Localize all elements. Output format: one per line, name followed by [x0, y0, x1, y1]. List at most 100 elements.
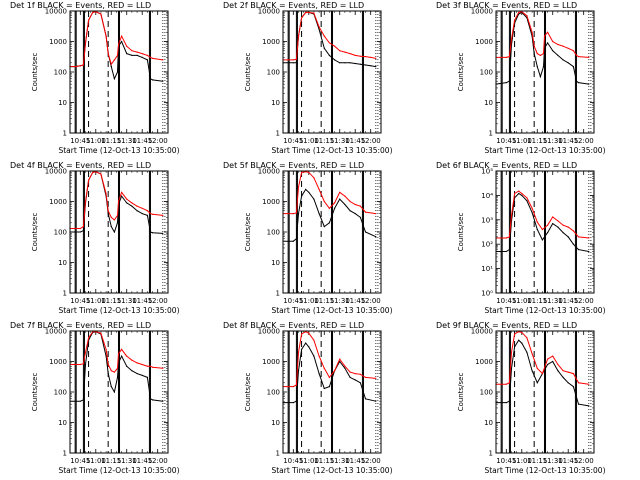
lld-data-point — [510, 214, 513, 217]
events-data-point — [308, 346, 310, 348]
lld-data-point — [328, 376, 330, 378]
lld-data-point — [151, 57, 154, 60]
x-tick-label: 11:15 — [314, 137, 334, 145]
lld-data-point — [536, 53, 538, 55]
lld-series-line — [496, 11, 589, 58]
plot-frame — [495, 10, 595, 134]
events-data-point — [552, 223, 554, 225]
events-data-point — [126, 53, 128, 55]
lld-data-point — [577, 382, 580, 384]
events-data-point — [162, 80, 164, 82]
plot-frame — [69, 170, 169, 294]
y-tick-label: 1000 — [475, 38, 493, 46]
events-data-point — [567, 62, 569, 64]
lld-data-point — [354, 54, 356, 57]
events-data-point — [305, 188, 307, 190]
y-tick-label: 100 — [54, 229, 67, 237]
events-data-point — [146, 214, 148, 216]
x-axis-label: Start Time (12-Oct-13 10:35:00) — [58, 466, 179, 475]
events-data-point — [557, 226, 559, 228]
lld-data-point — [547, 224, 549, 226]
lld-data-point — [552, 216, 554, 218]
lld-data-point — [533, 45, 535, 47]
lld-data-point — [562, 370, 564, 372]
y-axis-label: Counts/sec — [244, 213, 252, 252]
lld-data-point — [308, 171, 310, 173]
events-data-point — [305, 342, 307, 344]
lld-data-point — [149, 213, 152, 215]
lld-data-point — [526, 15, 528, 17]
events-data-point — [113, 231, 115, 233]
x-tick-label: 12:00 — [574, 137, 594, 145]
x-tick-label: 11:45 — [132, 457, 152, 465]
events-data-point — [79, 231, 81, 233]
events-data-point — [572, 66, 575, 68]
plot-frame — [282, 170, 382, 294]
x-tick-label: 11:00 — [86, 457, 106, 465]
lld-data-point — [349, 53, 351, 55]
detector-panel-7: Det 7f BLACK = Events, RED = LLD Counts/s… — [10, 321, 180, 475]
lld-data-point — [79, 363, 81, 366]
events-data-point — [151, 79, 154, 81]
x-tick-label: 10:45 — [283, 457, 303, 465]
lld-data-point — [131, 359, 133, 361]
lld-data-point — [110, 216, 112, 218]
lld-data-point — [521, 192, 523, 195]
detector-panel-8: Det 8f BLACK = Events, RED = LLD Counts/s… — [223, 321, 393, 475]
events-data-point — [113, 78, 115, 80]
x-tick-label: 11:30 — [117, 457, 137, 465]
events-data-point — [536, 228, 538, 231]
y-tick-label: 10 — [58, 419, 67, 427]
lld-data-point — [88, 19, 90, 21]
panel-title: Det 2f BLACK = Events, RED = LLD — [223, 1, 364, 10]
events-data-point — [536, 382, 538, 384]
events-data-point — [82, 230, 84, 232]
lld-data-point — [79, 227, 81, 230]
lld-data-point — [292, 386, 294, 388]
lld-data-point — [113, 59, 115, 61]
events-data-point — [146, 376, 148, 378]
y-tick-label: 10 — [58, 99, 67, 107]
events-data-point — [295, 400, 297, 402]
events-data-point — [339, 62, 341, 64]
lld-data-point — [328, 42, 330, 44]
y-tick-label: 1 — [276, 450, 280, 458]
events-data-point — [297, 213, 300, 215]
lld-data-point — [531, 353, 533, 355]
events-data-point — [359, 382, 361, 384]
events-data-point — [107, 373, 109, 375]
x-tick-label: 11:15 — [527, 137, 547, 145]
events-data-point — [354, 213, 356, 215]
lld-data-point — [557, 363, 559, 366]
events-data-point — [105, 355, 107, 357]
lld-data-point — [557, 43, 559, 46]
x-tick-label: 10:45 — [283, 297, 303, 305]
lld-data-point — [141, 207, 143, 209]
lld-data-point — [295, 58, 297, 60]
events-data-point — [547, 232, 549, 234]
lld-data-point — [514, 333, 516, 335]
events-data-point — [126, 365, 128, 367]
lld-data-point — [92, 11, 94, 13]
lld-data-point — [318, 26, 320, 28]
events-data-point — [521, 194, 523, 196]
lld-data-point — [318, 188, 320, 190]
events-data-point — [359, 63, 361, 65]
lld-data-point — [562, 224, 564, 226]
events-series-line — [70, 11, 163, 82]
events-data-point — [577, 82, 580, 84]
y-axis-label: Counts/sec — [31, 213, 39, 252]
events-data-point — [107, 213, 109, 215]
lld-data-point — [349, 371, 351, 373]
y-tick-label: 10 — [58, 259, 67, 267]
x-tick-label: 11:15 — [101, 137, 121, 145]
events-data-point — [575, 80, 578, 82]
x-tick-label: 11:15 — [101, 297, 121, 305]
detector-panel-3: Det 3f BLACK = Events, RED = LLD Counts/s… — [436, 1, 606, 155]
lld-data-point — [539, 54, 542, 57]
y-tick-label: 100 — [480, 69, 493, 77]
y-tick-label: 10¹ — [481, 265, 493, 273]
events-data-point — [323, 226, 325, 228]
events-data-point — [354, 62, 356, 65]
y-axis-label: Counts/sec — [457, 213, 465, 252]
